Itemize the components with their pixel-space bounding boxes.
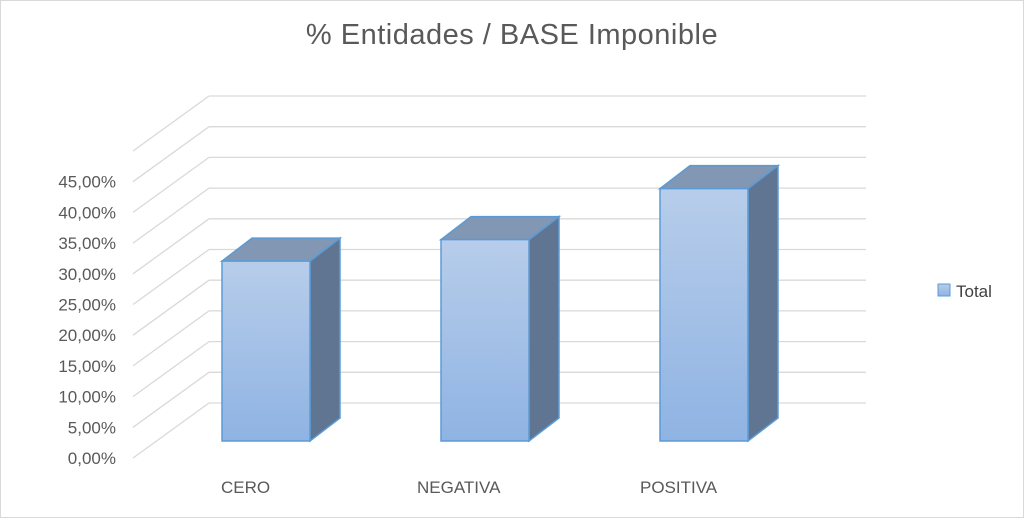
x-category-label: CERO: [221, 478, 270, 497]
bar-side: [528, 215, 560, 443]
bar-front: [659, 187, 749, 442]
bar-front: [440, 238, 530, 442]
y-tick-label: 15,00%: [58, 357, 116, 376]
x-axis-labels: CERO NEGATIVA POSITIVA: [221, 478, 718, 497]
y-tick-label: 20,00%: [58, 326, 116, 345]
x-category-label: NEGATIVA: [417, 478, 501, 497]
bar-cero: [219, 236, 343, 443]
bar-side: [747, 164, 779, 443]
bar-side: [309, 236, 341, 443]
y-tick-label: 40,00%: [58, 203, 116, 222]
bar-negativa: [438, 215, 562, 443]
gridline-side: [132, 126, 210, 183]
gridline-side: [132, 279, 210, 336]
gridline-side: [132, 187, 210, 244]
bar-positiva: [657, 164, 781, 443]
legend: Total: [937, 282, 992, 301]
gridline-side: [132, 341, 210, 398]
y-tick-label: 35,00%: [58, 234, 116, 253]
y-tick-label: 0,00%: [68, 449, 116, 468]
bars: [219, 164, 781, 443]
gridline-side: [132, 248, 210, 306]
gridline-side: [132, 402, 210, 459]
bar-front: [221, 260, 311, 442]
y-axis-ticks: 0,00% 5,00% 10,00% 15,00% 20,00% 25,00% 30,00%…: [58, 173, 116, 468]
gridline-side: [132, 218, 210, 275]
y-tick-label: 45,00%: [58, 173, 116, 192]
gridline-side: [132, 156, 210, 213]
legend-swatch: [937, 283, 951, 297]
legend-label: Total: [956, 282, 992, 301]
x-category-label: POSITIVA: [640, 478, 718, 497]
y-tick-label: 25,00%: [58, 296, 116, 315]
y-tick-label: 5,00%: [68, 418, 116, 437]
y-tick-label: 10,00%: [58, 388, 116, 407]
chart-title: % Entidades / BASE Imponible: [305, 19, 719, 51]
y-tick-label: 30,00%: [58, 265, 116, 284]
gridline-side: [132, 95, 210, 152]
gridline-side: [132, 371, 210, 428]
gridline-side: [132, 310, 210, 367]
